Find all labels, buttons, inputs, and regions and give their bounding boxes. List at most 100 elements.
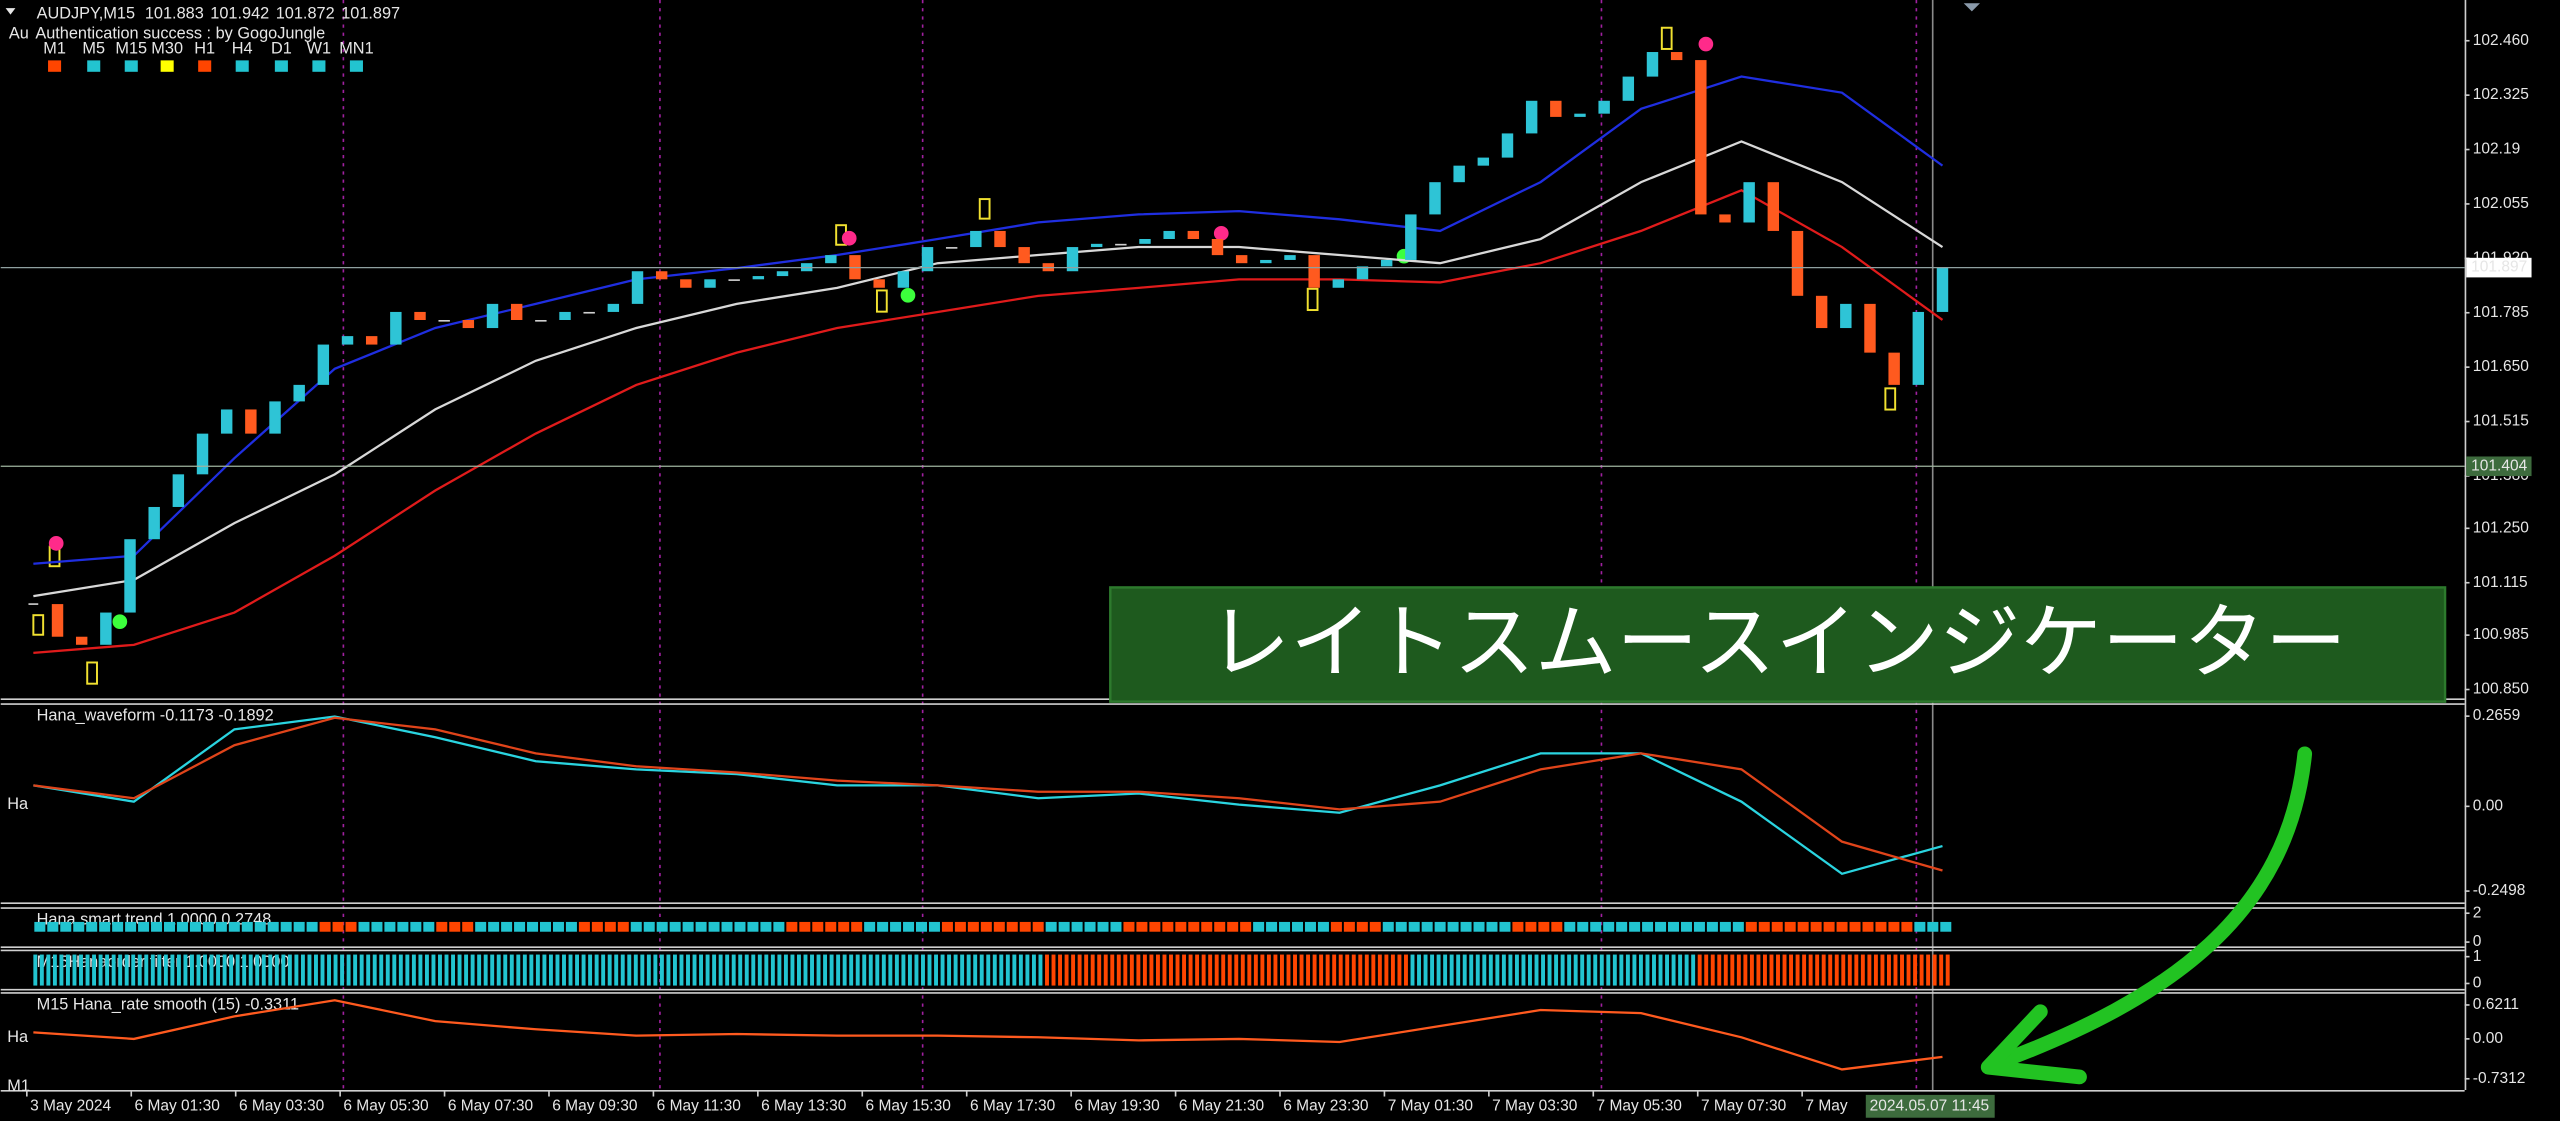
- filter-bar: [33, 954, 38, 986]
- candle: [945, 247, 958, 249]
- candle: [631, 271, 644, 304]
- timeframe[interactable]: W1: [307, 39, 331, 57]
- filter-bar: [1266, 954, 1271, 986]
- x-tick-label: 7 May 07:30: [1701, 1097, 1787, 1114]
- candle: [1815, 295, 1828, 329]
- trend-segment: [475, 921, 577, 932]
- filter-bar: [1253, 954, 1258, 986]
- timeframe-swatch: [48, 60, 62, 72]
- y-tick-label: 102.19: [2473, 141, 2520, 158]
- trend-block: [1110, 921, 1122, 932]
- trend-block: [1719, 921, 1731, 932]
- filter-bar: [1919, 954, 1924, 986]
- filter-bar: [1580, 954, 1585, 986]
- filter-bar: [1045, 954, 1049, 986]
- filter-bar: [1749, 954, 1754, 986]
- trend-block: [293, 921, 305, 932]
- filter-bar: [1273, 954, 1278, 986]
- filter-bar: [1188, 954, 1193, 986]
- filter-bar: [1906, 954, 1911, 986]
- filter-bar: [1762, 954, 1767, 986]
- trend-block: [617, 921, 629, 932]
- filter-bar: [242, 954, 247, 986]
- candle: [1090, 243, 1103, 248]
- buy-signal: [900, 288, 916, 303]
- filter-bar: [1691, 954, 1696, 986]
- trend-block: [1149, 921, 1161, 932]
- signal-box: [32, 614, 45, 636]
- timeframe[interactable]: H4: [232, 39, 253, 57]
- filter-bar: [111, 954, 116, 986]
- timeframe-swatch: [87, 60, 101, 72]
- panel-title: Hana_waveform -0.1173 -0.1892: [37, 707, 274, 725]
- trend-block: [1758, 921, 1770, 932]
- filter-bar: [1351, 954, 1356, 986]
- filter-bar: [1404, 954, 1408, 986]
- filter-bar: [1567, 954, 1572, 986]
- filter-bar: [986, 954, 991, 986]
- filter-bar: [438, 954, 442, 986]
- trend-segment: [1382, 921, 1511, 932]
- timeframe[interactable]: H1: [194, 39, 215, 57]
- filter-bar: [1227, 954, 1232, 986]
- trend-block: [228, 921, 240, 932]
- quote-open: 101.883: [145, 5, 204, 23]
- trend-block: [112, 921, 124, 932]
- filter-bar: [255, 954, 260, 986]
- x-tick-label: 7 May: [1805, 1097, 1847, 1114]
- symbol: AUDJPY,M15: [37, 5, 135, 23]
- filter-bar: [248, 954, 253, 986]
- trend-block: [539, 921, 552, 932]
- trend-block: [1330, 921, 1342, 932]
- x-tick-label: 6 May 11:30: [657, 1097, 742, 1114]
- timeframe[interactable]: M5: [82, 39, 105, 57]
- trend-block: [1875, 921, 1887, 932]
- filter-bar: [973, 954, 978, 986]
- filter-bar: [1299, 954, 1304, 986]
- timeframe[interactable]: MN1: [339, 39, 373, 57]
- candle: [1670, 52, 1683, 61]
- candle: [1405, 214, 1417, 260]
- filter-bar: [1632, 954, 1637, 986]
- filter-bar: [934, 954, 938, 986]
- trend-block: [384, 921, 396, 932]
- candle: [100, 612, 112, 645]
- trend-block: [1447, 921, 1459, 932]
- trend-segment: [578, 921, 629, 932]
- filter-bar: [1834, 954, 1839, 986]
- filter-bar: [1873, 954, 1878, 986]
- filter-bar: [353, 954, 358, 986]
- indicator-line: [33, 75, 1944, 565]
- filter-bar: [810, 954, 814, 986]
- timeframe-swatch: [312, 60, 326, 72]
- trend-block: [890, 921, 902, 932]
- filter-bar: [1110, 954, 1115, 986]
- filter-bar: [92, 954, 97, 986]
- price-tag: [2466, 257, 2532, 278]
- trend-segment: [941, 921, 1044, 932]
- trend-segment: [786, 921, 863, 932]
- filter-bar: [764, 954, 769, 986]
- filter-bar: [496, 954, 501, 986]
- filter-bar: [1456, 954, 1461, 986]
- filter-bar: [1782, 954, 1787, 986]
- filter-bar: [1756, 954, 1761, 986]
- filter-bar: [1625, 954, 1630, 986]
- timeframe[interactable]: M30: [151, 39, 183, 57]
- trend-block: [215, 921, 227, 932]
- filter-bar: [503, 954, 508, 986]
- trend-segment: [34, 921, 318, 932]
- trend-block: [643, 921, 655, 932]
- trend-block: [578, 921, 590, 932]
- timeframe[interactable]: M1: [43, 39, 66, 57]
- trend-segment: [436, 921, 474, 932]
- filter-bar: [1867, 954, 1872, 986]
- candle: [1574, 113, 1586, 117]
- y-tick-label: 102.325: [2473, 86, 2529, 103]
- filter-bar: [444, 954, 449, 986]
- filter-bar: [581, 954, 586, 986]
- x-tick-label: 6 May 19:30: [1074, 1097, 1160, 1114]
- side-label: M1: [7, 1077, 30, 1095]
- timeframe[interactable]: M15: [115, 39, 147, 57]
- timeframe[interactable]: D1: [271, 39, 292, 57]
